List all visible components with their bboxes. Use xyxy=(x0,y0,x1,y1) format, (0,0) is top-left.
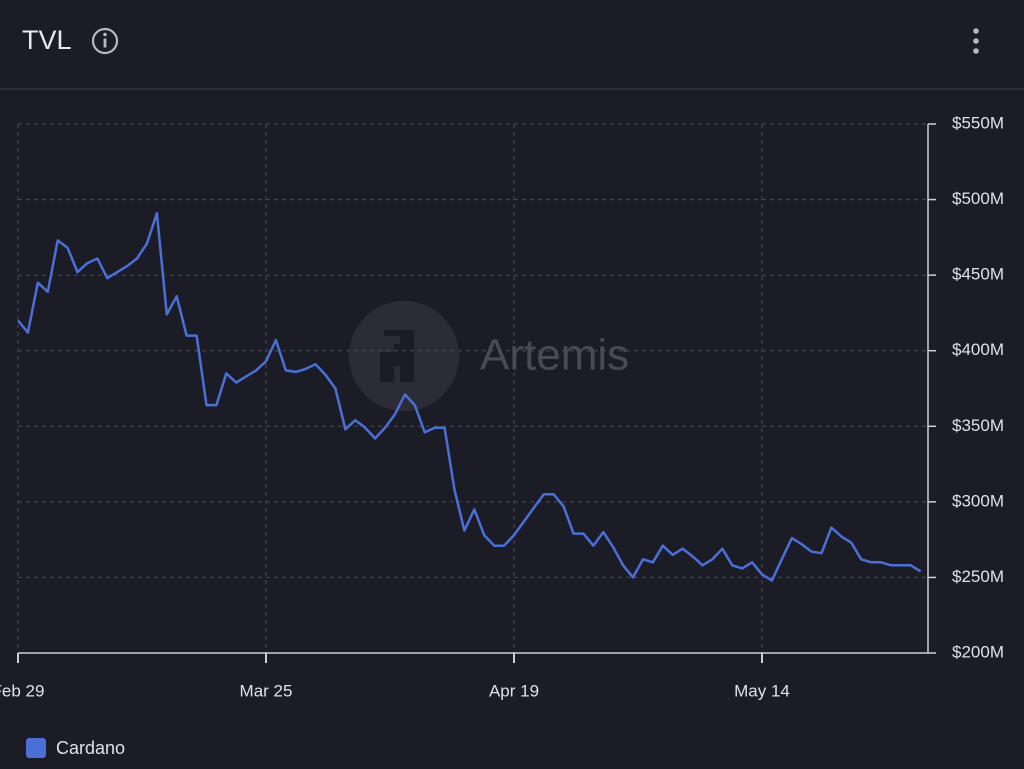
y-tick-label: $400M xyxy=(952,340,1004,359)
y-tick-label: $300M xyxy=(952,491,1004,510)
y-tick-label: $500M xyxy=(952,189,1004,208)
x-tick-label: Feb 29 xyxy=(0,681,44,700)
x-tick-label: Mar 25 xyxy=(240,681,293,700)
y-tick-label: $200M xyxy=(952,642,1004,661)
y-tick-label: $250M xyxy=(952,567,1004,586)
legend-swatch xyxy=(26,738,46,758)
data-line xyxy=(17,211,922,582)
info-icon[interactable] xyxy=(91,27,119,55)
y-tick-label: $450M xyxy=(952,265,1004,284)
watermark-text: Artemis xyxy=(480,331,629,380)
chart-title: TVL xyxy=(22,25,72,55)
x-tick-label: Apr 19 xyxy=(489,681,539,700)
y-tick-label: $550M xyxy=(952,113,1004,132)
menu-button[interactable] xyxy=(973,28,979,54)
x-tick-label: May 14 xyxy=(734,681,790,700)
legend-label: Cardano xyxy=(56,738,125,758)
watermark xyxy=(349,301,459,411)
y-tick-label: $350M xyxy=(952,416,1004,435)
